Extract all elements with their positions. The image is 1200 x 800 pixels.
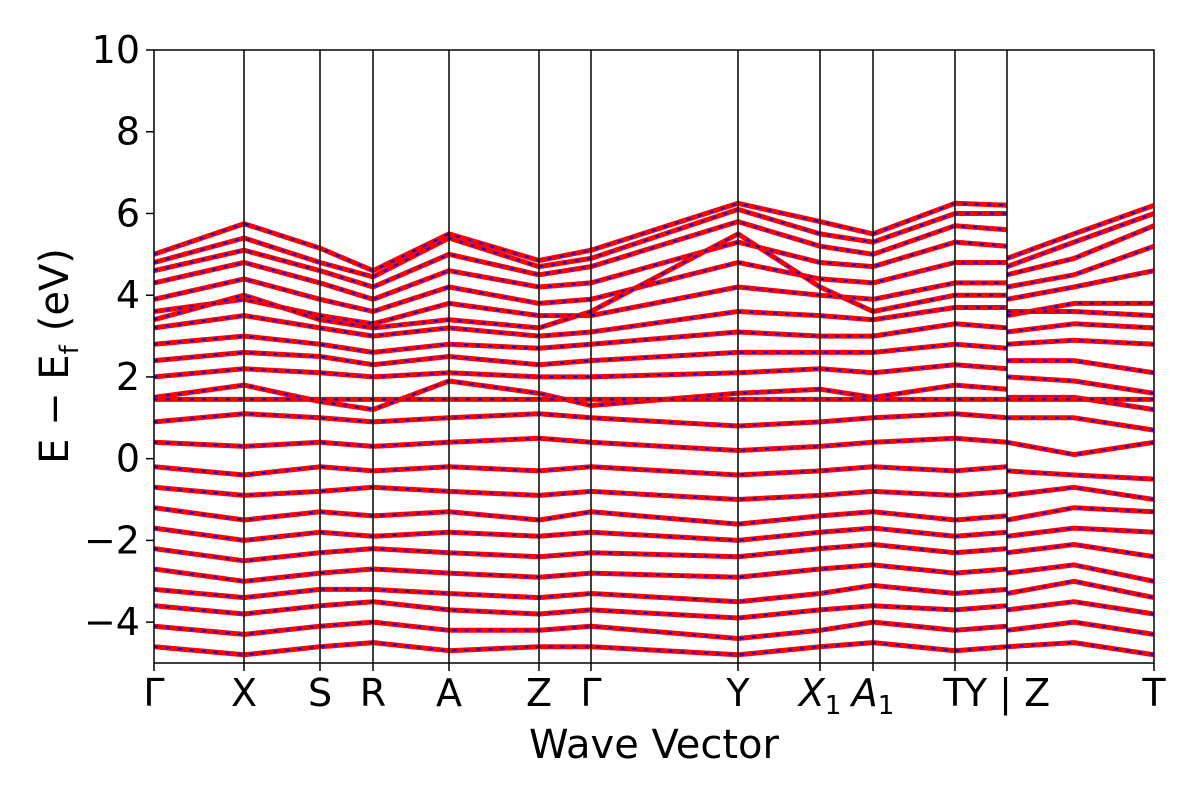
x-tick-label-11: Y | Z (963, 671, 1050, 716)
band-blue-21 (154, 641, 1154, 656)
band-blue-23 (154, 379, 1154, 411)
y-axis-title-unit: (eV) (32, 248, 78, 331)
band-red-11 (154, 435, 1154, 458)
band-blue-9 (154, 363, 1154, 395)
band-red-3 (154, 239, 1154, 302)
x-tick-label-7: Y (725, 671, 750, 715)
band-red-18 (154, 578, 1154, 605)
svg-text:E − Ef(eV): E − Ef (eV) (32, 248, 85, 464)
y-axis: −4 −2 0 2 4 6 8 10 (84, 28, 154, 644)
band-red-20 (154, 619, 1154, 641)
x-tick-label-8: X1 (797, 671, 842, 721)
band-blue-3 (154, 241, 1154, 301)
x-tick-label-2: S (308, 671, 332, 715)
band-blue-7 (154, 322, 1154, 354)
band-blue-11 (154, 437, 1154, 456)
band-red-21 (154, 640, 1154, 658)
plot-frame (153, 49, 1155, 664)
y-axis-title: E − Ef (eV) (32, 248, 85, 464)
y-axis-title-sub: f (55, 344, 85, 354)
y-tick-label-2: 0 (116, 437, 140, 481)
x-tick-label-12: T (1141, 671, 1166, 715)
band-blue-17 (154, 563, 1154, 583)
band-red-17 (154, 562, 1154, 584)
kpath-lines (243, 50, 1008, 663)
band-red-19 (154, 599, 1154, 621)
band-blue-14 (154, 506, 1154, 526)
x-tick-label-9: A1 (849, 671, 895, 721)
x-tick-label-3: R (360, 671, 386, 715)
band-red-13 (154, 484, 1154, 502)
band-blue-15 (154, 527, 1154, 542)
x-tick-label-10: T (942, 671, 967, 715)
y-tick-label-6: 8 (116, 110, 140, 154)
band-blue-6 (154, 306, 1154, 338)
x-tick-label-5: Z (526, 671, 552, 715)
band-red-23 (154, 378, 1154, 413)
y-tick-label-3: 2 (116, 355, 140, 399)
band-blue-16 (154, 543, 1154, 562)
band-blue-1 (154, 208, 1154, 278)
band-blue-8 (154, 343, 1154, 374)
band-red-12 (154, 464, 1154, 482)
x-axis-title: Wave Vector (529, 722, 780, 768)
band-red-15 (154, 525, 1154, 543)
x-tick-label-1: X (231, 671, 257, 715)
band-blue-2 (154, 220, 1154, 289)
band-blue-22 (154, 232, 1154, 329)
band-blue-12 (154, 465, 1154, 481)
band-blue-20 (154, 621, 1154, 640)
y-tick-label-5: 6 (116, 191, 140, 235)
band-blue-13 (154, 486, 1154, 501)
band-blue-19 (154, 600, 1154, 620)
band-blue-4 (154, 261, 1154, 313)
band-blue-10 (154, 412, 1154, 432)
bands-layer (154, 200, 1154, 658)
y-axis-title-main: E − E (32, 354, 78, 464)
band-blue-5 (154, 281, 1154, 325)
y-tick-label-1: −2 (84, 518, 140, 562)
x-tick-label-0: Γ (143, 671, 164, 715)
y-tick-label-7: 10 (92, 28, 140, 72)
y-tick-label-0: −4 (84, 600, 140, 644)
band-blue-18 (154, 580, 1154, 603)
band-red-16 (154, 542, 1154, 564)
x-tick-label-6: Γ (580, 671, 601, 715)
y-tick-label-4: 4 (116, 273, 140, 317)
band-blue-0 (154, 202, 1154, 272)
x-tick-label-4: A (436, 671, 462, 715)
band-red-10 (154, 411, 1154, 433)
